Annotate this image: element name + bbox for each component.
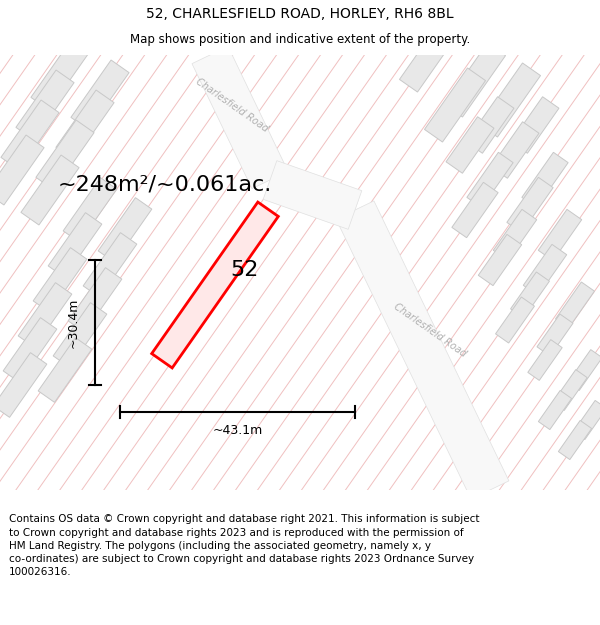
Polygon shape [98,198,152,262]
Polygon shape [538,391,572,429]
Polygon shape [493,209,537,261]
Polygon shape [538,209,582,261]
Polygon shape [574,401,600,439]
Polygon shape [56,90,114,160]
Text: Map shows position and indicative extent of the property.: Map shows position and indicative extent… [130,33,470,46]
Polygon shape [33,248,87,312]
Polygon shape [537,314,573,356]
Polygon shape [556,282,595,328]
Text: Contains OS data © Crown copyright and database right 2021. This information is : Contains OS data © Crown copyright and d… [9,514,479,577]
Polygon shape [31,40,89,110]
Text: Charlesfield Road: Charlesfield Road [194,76,270,134]
Polygon shape [491,122,539,178]
Polygon shape [152,202,278,368]
Text: 52: 52 [231,260,259,280]
Polygon shape [511,97,559,153]
Text: ~248m²/~0.061ac.: ~248m²/~0.061ac. [58,175,272,195]
Polygon shape [511,272,550,318]
Polygon shape [400,18,461,92]
Polygon shape [83,232,137,298]
Polygon shape [336,201,509,499]
Polygon shape [71,60,129,130]
Polygon shape [0,135,44,205]
Polygon shape [16,70,74,140]
Polygon shape [522,152,568,208]
Polygon shape [424,68,485,142]
Polygon shape [466,97,514,153]
Polygon shape [18,282,72,348]
Polygon shape [553,369,587,411]
Polygon shape [36,120,94,190]
Polygon shape [445,43,506,117]
Text: ~30.4m: ~30.4m [67,298,79,348]
Text: 52, CHARLESFIELD ROAD, HORLEY, RH6 8BL: 52, CHARLESFIELD ROAD, HORLEY, RH6 8BL [146,7,454,21]
Polygon shape [478,234,522,286]
Polygon shape [479,63,541,137]
Polygon shape [1,100,59,170]
Polygon shape [63,177,117,242]
Polygon shape [21,155,79,225]
Polygon shape [568,349,600,391]
Polygon shape [559,421,592,459]
Polygon shape [467,152,513,208]
Polygon shape [68,268,122,332]
Polygon shape [452,182,498,238]
Polygon shape [53,302,107,368]
Text: Charlesfield Road: Charlesfield Road [392,301,468,359]
Polygon shape [263,161,362,229]
Polygon shape [3,318,57,382]
Polygon shape [38,338,92,402]
Polygon shape [192,46,288,189]
Text: ~43.1m: ~43.1m [212,424,263,436]
Polygon shape [496,297,535,343]
Polygon shape [446,117,494,173]
Polygon shape [528,339,562,381]
Polygon shape [523,244,567,296]
Polygon shape [48,213,102,278]
Polygon shape [0,352,47,418]
Polygon shape [507,177,553,232]
